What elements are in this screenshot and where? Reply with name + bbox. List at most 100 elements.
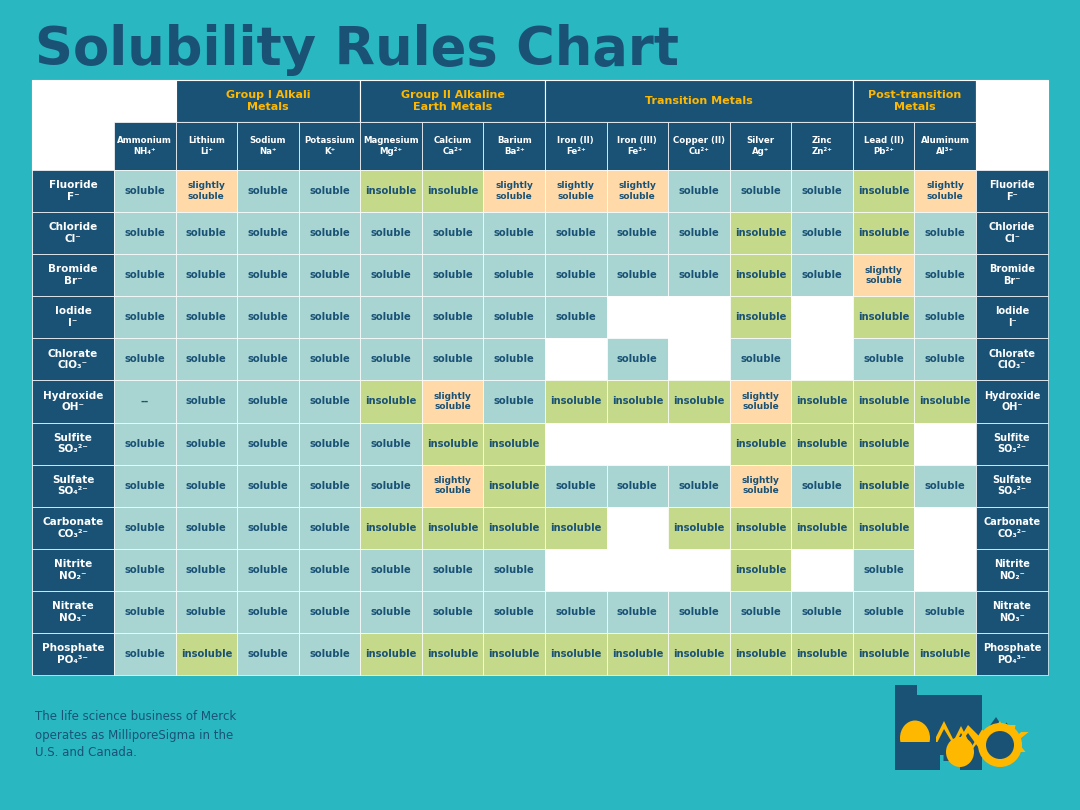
Bar <box>114 633 176 675</box>
Bar <box>484 122 545 170</box>
Text: Calcium
Ca²⁺: Calcium Ca²⁺ <box>433 136 472 156</box>
Text: soluble: soluble <box>432 565 473 575</box>
Text: insoluble: insoluble <box>427 649 478 659</box>
Bar <box>176 423 238 465</box>
Bar <box>32 590 114 633</box>
Text: insoluble: insoluble <box>734 438 786 449</box>
Text: soluble: soluble <box>740 186 781 196</box>
Bar <box>730 339 792 381</box>
Text: soluble: soluble <box>555 607 596 617</box>
Text: soluble: soluble <box>247 228 288 238</box>
Bar <box>114 254 176 296</box>
Text: Chloride
Cl⁻: Chloride Cl⁻ <box>49 222 97 244</box>
Bar <box>853 122 915 170</box>
Bar <box>422 122 484 170</box>
Text: soluble: soluble <box>309 313 350 322</box>
Text: soluble: soluble <box>924 271 966 280</box>
Bar <box>976 212 1048 254</box>
Bar <box>361 465 422 507</box>
Text: soluble: soluble <box>309 396 350 407</box>
Bar <box>176 296 238 339</box>
Bar <box>545 80 853 122</box>
Text: soluble: soluble <box>124 186 165 196</box>
Text: soluble: soluble <box>432 354 473 365</box>
Bar <box>976 465 1048 507</box>
Text: Hydroxide
OH⁻: Hydroxide OH⁻ <box>43 390 104 412</box>
Bar <box>422 339 484 381</box>
Text: soluble: soluble <box>124 354 165 365</box>
Text: soluble: soluble <box>124 565 165 575</box>
Bar <box>299 254 361 296</box>
Bar <box>361 254 422 296</box>
Text: soluble: soluble <box>186 228 227 238</box>
Bar <box>895 685 917 770</box>
Bar <box>730 254 792 296</box>
Bar <box>915 465 976 507</box>
Bar <box>853 423 915 465</box>
Text: insoluble: insoluble <box>734 522 786 533</box>
Bar <box>484 633 545 675</box>
Bar <box>853 80 976 122</box>
Bar <box>669 254 730 296</box>
Bar <box>484 296 545 339</box>
Bar <box>299 548 361 590</box>
Text: slightly
soluble: slightly soluble <box>742 392 780 411</box>
Bar <box>32 465 114 507</box>
Bar <box>895 742 940 770</box>
Text: soluble: soluble <box>617 228 658 238</box>
Text: soluble: soluble <box>494 565 535 575</box>
Text: soluble: soluble <box>494 607 535 617</box>
Text: Iodide
I⁻: Iodide I⁻ <box>995 306 1029 328</box>
Text: soluble: soluble <box>186 607 227 617</box>
Bar <box>32 254 114 296</box>
Text: insoluble: insoluble <box>858 438 909 449</box>
Bar <box>915 633 976 675</box>
Bar <box>607 122 669 170</box>
Bar <box>238 465 299 507</box>
Bar <box>730 590 792 633</box>
Bar <box>545 548 607 590</box>
Bar <box>853 170 915 212</box>
Bar <box>792 423 853 465</box>
Bar <box>792 633 853 675</box>
Circle shape <box>978 723 1022 767</box>
Text: insoluble: insoluble <box>550 649 602 659</box>
Bar <box>32 212 114 254</box>
Bar <box>915 296 976 339</box>
Bar <box>238 590 299 633</box>
Bar <box>853 548 915 590</box>
Text: soluble: soluble <box>309 607 350 617</box>
Bar <box>669 170 730 212</box>
Text: Bromide
Br⁻: Bromide Br⁻ <box>49 264 98 286</box>
Text: soluble: soluble <box>617 480 658 491</box>
Bar <box>976 339 1048 381</box>
Text: Iron (III)
Fe³⁺: Iron (III) Fe³⁺ <box>618 136 658 156</box>
Text: insoluble: insoluble <box>427 438 478 449</box>
Text: Solubility Rules Chart: Solubility Rules Chart <box>35 24 679 76</box>
Text: soluble: soluble <box>617 271 658 280</box>
Bar <box>730 381 792 423</box>
Bar <box>114 212 176 254</box>
Bar <box>669 339 730 381</box>
Bar <box>669 590 730 633</box>
Bar <box>361 590 422 633</box>
Bar <box>669 296 730 339</box>
Text: insoluble: insoluble <box>365 522 417 533</box>
Bar <box>484 548 545 590</box>
Text: Nitrite
NO₂⁻: Nitrite NO₂⁻ <box>994 559 1030 581</box>
Bar <box>238 423 299 465</box>
Text: soluble: soluble <box>801 228 842 238</box>
Bar <box>299 633 361 675</box>
Bar <box>607 339 669 381</box>
Bar <box>361 80 545 122</box>
Bar <box>176 548 238 590</box>
Bar <box>792 339 853 381</box>
Bar <box>32 296 114 339</box>
Bar <box>915 381 976 423</box>
Bar <box>32 339 114 381</box>
Bar <box>730 507 792 548</box>
Bar <box>960 695 982 770</box>
Bar <box>730 465 792 507</box>
Text: insoluble: insoluble <box>734 228 786 238</box>
Bar <box>976 296 1048 339</box>
